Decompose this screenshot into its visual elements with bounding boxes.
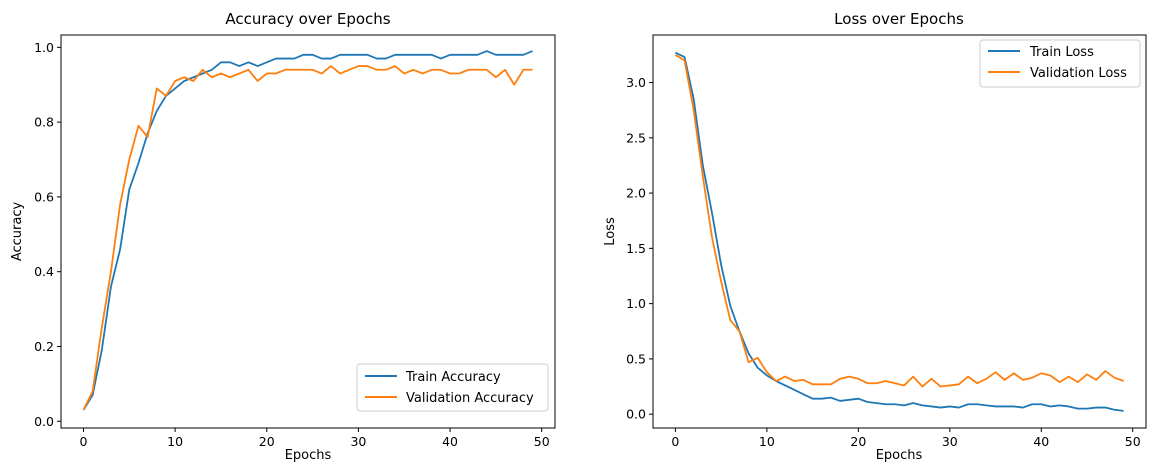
- loss-y-tick-label: 2.5: [626, 130, 646, 145]
- loss-y-tick-label: 1.0: [626, 296, 646, 311]
- loss-y-tick-label: 1.5: [626, 241, 646, 256]
- loss-x-tick-label: 20: [850, 434, 866, 449]
- accuracy-y-tick-label: 0.8: [34, 115, 54, 130]
- train-loss-line: [675, 51, 1124, 412]
- accuracy-chart-title: Accuracy over Epochs: [225, 10, 390, 28]
- accuracy-y-tick-label: 0.0: [34, 414, 54, 429]
- legend-label-train-loss: Train Loss: [1029, 45, 1094, 60]
- accuracy-y-tick-label: 1.0: [34, 40, 54, 55]
- loss-plot-area: [652, 34, 1147, 429]
- validation-accuracy-line: [82, 65, 533, 411]
- loss-y-axis-title: Loss: [603, 217, 618, 246]
- accuracy-x-axis-title: Epochs: [285, 448, 332, 463]
- loss-x-tick-label: 0: [671, 434, 679, 449]
- loss-y-tick-label: 2.0: [626, 186, 646, 201]
- accuracy-plot-area: [60, 34, 556, 429]
- accuracy-x-tick-label: 50: [534, 434, 550, 449]
- loss-chart-title: Loss over Epochs: [834, 10, 964, 28]
- loss-x-tick-label: 40: [1033, 434, 1049, 449]
- accuracy-y-axis-title: Accuracy: [10, 202, 25, 262]
- loss-chart: Loss over Epochs Epochs Loss 0 10 20 30 40 50…: [603, 10, 1147, 463]
- accuracy-x-tick-label: 0: [79, 434, 87, 449]
- loss-x-axis-title: Epochs: [876, 448, 923, 463]
- train-accuracy-line: [82, 50, 533, 411]
- loss-x-tick-label: 50: [1125, 434, 1141, 449]
- accuracy-legend: Train Accuracy Validation Accuracy: [356, 363, 549, 412]
- legend-label-validation-accuracy: Validation Accuracy: [406, 391, 534, 406]
- accuracy-x-tick-label: 10: [167, 434, 183, 449]
- accuracy-x-tick-label: 20: [259, 434, 275, 449]
- accuracy-y-tick-label: 0.2: [34, 339, 54, 354]
- loss-legend: Train Loss Validation Loss: [979, 39, 1141, 88]
- accuracy-y-tick-label: 0.6: [34, 189, 54, 204]
- legend-label-validation-loss: Validation Loss: [1030, 66, 1127, 81]
- legend-label-train-accuracy: Train Accuracy: [405, 370, 501, 385]
- accuracy-x-tick-label: 30: [350, 434, 366, 449]
- accuracy-legend-box: [356, 363, 549, 412]
- loss-y-tick-label: 0.5: [626, 351, 646, 366]
- accuracy-series: [82, 50, 533, 411]
- validation-loss-line: [674, 54, 1124, 388]
- loss-series: [674, 51, 1124, 412]
- accuracy-y-tick-label: 0.4: [34, 264, 54, 279]
- accuracy-x-tick-label: 40: [442, 434, 458, 449]
- accuracy-chart: Accuracy over Epochs Epochs Accuracy 0 10…: [10, 10, 556, 463]
- loss-y-tick-label: 3.0: [626, 75, 646, 90]
- loss-x-tick-label: 10: [759, 434, 775, 449]
- loss-x-tick-label: 30: [942, 434, 958, 449]
- loss-ticks: 0 10 20 30 40 50 0.0 0.5 1.0 1.5 2.0 2.5 3.0: [626, 75, 1141, 449]
- loss-y-tick-label: 0.0: [626, 407, 646, 422]
- accuracy-ticks: 0 10 20 30 40 50 0.0 0.2 0.4 0.6 0.8 1.0: [34, 40, 550, 449]
